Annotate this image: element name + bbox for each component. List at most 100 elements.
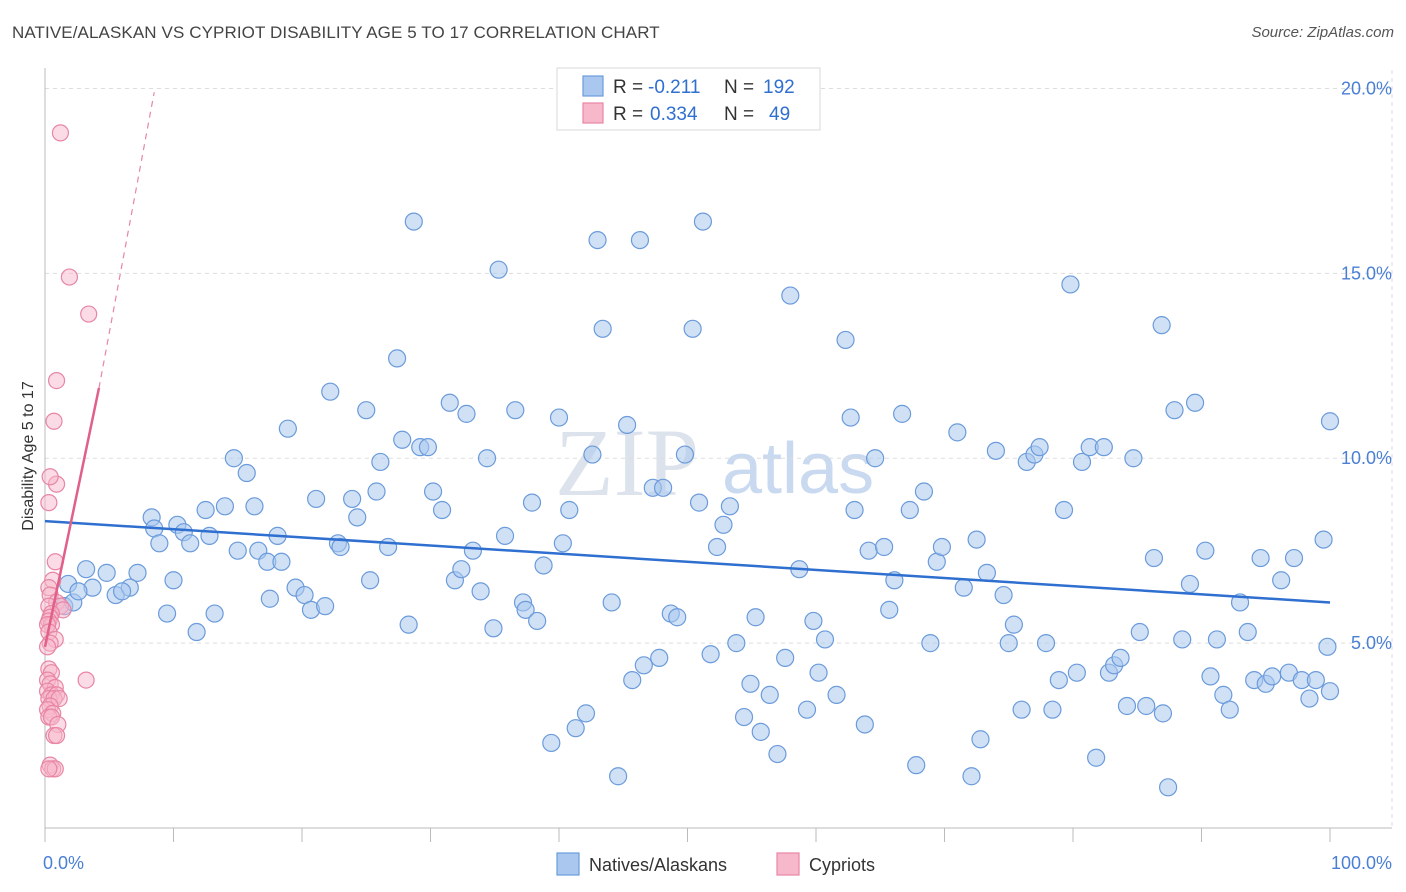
native-point-125	[892, 404, 912, 423]
native-point-164	[1152, 316, 1171, 335]
native-point-151	[1067, 663, 1086, 682]
native-point-104	[746, 608, 765, 627]
native-point-65	[489, 260, 508, 279]
native-point-182	[1272, 571, 1291, 590]
native-point-146	[1036, 634, 1056, 653]
native-point-60	[457, 404, 476, 423]
native-point-119	[855, 715, 874, 734]
native-point-135	[967, 530, 986, 549]
native-point-13	[150, 534, 169, 553]
legend-n-label-1: N =	[724, 77, 754, 98]
native-point-159	[1117, 696, 1137, 716]
native-point-133	[954, 578, 973, 597]
native-point-138	[986, 441, 1006, 460]
native-point-84	[618, 415, 637, 435]
native-point-150	[1061, 275, 1080, 294]
native-point-63	[477, 449, 497, 468]
native-point-112	[804, 611, 823, 631]
bottom-legend-swatch-natives	[556, 852, 580, 876]
native-point-67	[506, 401, 525, 420]
cypriot-point-0	[51, 124, 70, 142]
native-point-32	[272, 552, 291, 571]
native-point-33	[278, 419, 297, 438]
native-point-127	[907, 756, 926, 775]
x-axis-labels: 0.0% 100.0%	[43, 853, 1392, 873]
native-point-57	[440, 393, 459, 412]
native-point-44	[357, 401, 376, 420]
legend-swatch-natives	[582, 75, 604, 97]
native-point-69	[516, 600, 535, 619]
source-label: Source: ZipAtlas.com	[1251, 24, 1394, 41]
watermark: ZIP atlas	[555, 409, 874, 516]
native-point-54	[418, 438, 438, 457]
bottom-legend: Natives/Alaskans Cypriots	[556, 852, 875, 876]
native-point-6	[97, 563, 116, 582]
native-point-109	[781, 286, 800, 305]
native-point-93	[675, 445, 695, 464]
cypriot-point-6	[41, 468, 59, 486]
native-point-114	[815, 630, 835, 649]
native-point-86	[630, 230, 650, 250]
native-point-14	[157, 604, 177, 623]
native-point-132	[948, 423, 967, 442]
native-point-137	[977, 563, 997, 582]
native-point-95	[689, 493, 709, 512]
native-point-61	[463, 541, 483, 560]
native-point-41	[331, 537, 350, 557]
native-point-134	[962, 767, 981, 786]
native-point-38	[316, 597, 335, 616]
native-point-10	[112, 582, 132, 601]
native-point-48	[378, 537, 398, 557]
native-point-66	[495, 526, 515, 545]
native-point-120	[859, 541, 878, 560]
bottom-legend-swatch-cypriots	[776, 852, 800, 876]
native-point-170	[1185, 393, 1205, 412]
native-point-171	[1196, 541, 1215, 560]
native-point-1	[77, 560, 96, 579]
native-point-71	[528, 611, 547, 631]
native-point-96	[693, 212, 713, 231]
native-point-122	[875, 537, 894, 557]
y-tick-label-3: 20.0%	[1341, 78, 1392, 98]
y-tick-label-1: 10.0%	[1341, 448, 1392, 468]
native-point-165	[1153, 704, 1173, 723]
watermark-atlas: atlas	[722, 429, 874, 509]
trendlines	[43, 92, 1331, 648]
native-point-188	[1314, 530, 1333, 549]
native-point-190	[1318, 637, 1337, 656]
native-point-118	[845, 500, 864, 520]
native-point-47	[371, 452, 390, 472]
native-point-102	[734, 707, 754, 727]
native-point-50	[393, 430, 412, 449]
native-point-168	[1173, 630, 1192, 649]
native-point-100	[720, 497, 740, 516]
native-point-55	[423, 482, 443, 501]
cypriot-point-48	[40, 760, 58, 778]
native-point-73	[542, 733, 561, 753]
y-axis-labels: 5.0% 10.0% 15.0% 20.0%	[1341, 78, 1392, 653]
native-point-187	[1306, 670, 1325, 690]
native-point-107	[768, 744, 787, 764]
bottom-legend-natives: Natives/Alaskans	[589, 855, 727, 875]
x-tick-label-1: 100.0%	[1331, 853, 1392, 873]
cypriot-point-7	[40, 494, 58, 512]
native-point-108	[776, 648, 795, 668]
cypriot-point-2	[80, 305, 98, 323]
native-point-167	[1165, 401, 1184, 420]
native-point-166	[1158, 778, 1178, 797]
native-point-78	[576, 704, 596, 723]
native-point-20	[196, 500, 215, 520]
legend-r-label-1: R =	[613, 77, 643, 98]
x-tick-label-0: 0.0%	[43, 853, 84, 873]
native-point-179	[1251, 548, 1270, 568]
native-point-162	[1137, 696, 1156, 716]
native-point-5	[69, 582, 88, 601]
native-point-160	[1124, 449, 1143, 468]
native-point-89	[650, 648, 669, 668]
legend-n-value-1: 192	[763, 77, 795, 98]
native-point-129	[921, 634, 940, 653]
legend-r-value-2: 0.334	[650, 104, 698, 125]
legend-swatch-cypriots	[582, 102, 604, 124]
native-point-52	[404, 212, 423, 231]
